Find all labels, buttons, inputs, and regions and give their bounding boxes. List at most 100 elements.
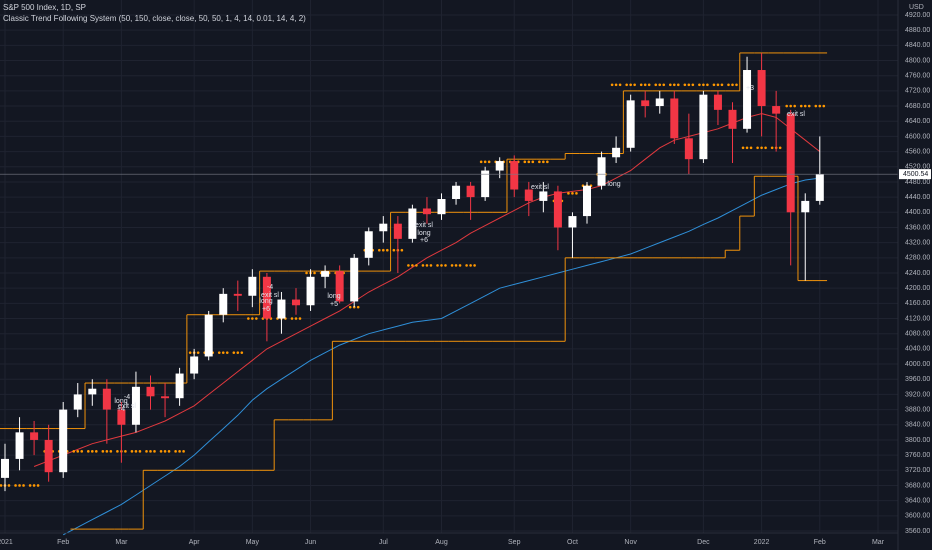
candle-body bbox=[801, 200, 810, 213]
stop-dot bbox=[174, 450, 177, 453]
stop-dot bbox=[348, 305, 352, 309]
stop-dot bbox=[91, 450, 94, 453]
stop-dot bbox=[465, 264, 468, 267]
y-tick-label: 3800.00 bbox=[905, 437, 930, 444]
stop-dot bbox=[454, 264, 458, 267]
candle-body bbox=[684, 138, 693, 160]
candle-body bbox=[699, 94, 708, 160]
stop-dot bbox=[255, 317, 258, 320]
candle-body bbox=[161, 396, 170, 399]
y-tick-label: 4040.00 bbox=[905, 346, 930, 353]
y-tick-label: 4840.00 bbox=[905, 42, 930, 49]
candle-body bbox=[583, 185, 591, 217]
candle-body bbox=[146, 386, 155, 397]
y-tick-label: 4760.00 bbox=[905, 73, 930, 80]
candle-body bbox=[481, 170, 490, 198]
stop-dot bbox=[487, 160, 491, 164]
x-tick-label: Jun bbox=[305, 539, 316, 546]
y-tick-label: 4440.00 bbox=[905, 194, 930, 201]
stop-dot bbox=[731, 83, 734, 87]
stop-dot bbox=[745, 146, 749, 150]
x-tick-label: 2022 bbox=[754, 539, 770, 546]
stop-dot bbox=[793, 104, 796, 108]
candle-body bbox=[772, 106, 781, 114]
stop-dot bbox=[673, 83, 676, 87]
y-tick-label: 4000.00 bbox=[905, 361, 930, 368]
trade-annotation: long bbox=[114, 398, 127, 405]
y-tick-label: 4560.00 bbox=[905, 148, 930, 155]
trade-annotation: +6 bbox=[420, 237, 428, 244]
candle-body bbox=[786, 113, 795, 213]
candle-body bbox=[131, 386, 140, 425]
stop-dot bbox=[785, 104, 788, 108]
trade-annotation: exit sl bbox=[261, 292, 279, 299]
stop-dot bbox=[571, 192, 574, 195]
candle-body bbox=[422, 208, 431, 215]
candle-body bbox=[466, 185, 475, 198]
candle-body bbox=[44, 439, 53, 473]
candle-body bbox=[553, 191, 562, 228]
stop-dot bbox=[479, 160, 483, 164]
stop-dot bbox=[735, 83, 738, 87]
stop-dot bbox=[629, 83, 632, 87]
stop-dot bbox=[87, 450, 90, 453]
candle-body bbox=[1, 458, 9, 478]
stop-dot bbox=[352, 305, 356, 309]
y-tick-label: 4400.00 bbox=[905, 209, 930, 216]
candle-body bbox=[190, 356, 199, 374]
candle-body bbox=[175, 373, 184, 399]
candle-body bbox=[15, 432, 24, 459]
x-tick-label: 2021 bbox=[0, 539, 13, 546]
candle-body bbox=[539, 191, 548, 201]
candle-body bbox=[408, 208, 417, 239]
candle-body bbox=[728, 109, 737, 129]
y-tick-label: 3560.00 bbox=[905, 528, 930, 535]
stop-dot bbox=[130, 450, 134, 453]
stop-dot bbox=[225, 351, 229, 354]
stop-dot bbox=[109, 450, 113, 453]
candle-body bbox=[670, 98, 679, 139]
y-tick-label: 3840.00 bbox=[905, 422, 930, 429]
trade-annotation: -4 bbox=[267, 284, 273, 291]
y-tick-label: 3640.00 bbox=[905, 497, 930, 504]
stop-dot bbox=[760, 146, 763, 150]
stop-dot bbox=[313, 271, 316, 275]
x-tick-label: Oct bbox=[567, 539, 578, 546]
stop-dot bbox=[182, 450, 185, 453]
y-tick-label: 3680.00 bbox=[905, 482, 930, 489]
stop-dot bbox=[720, 83, 724, 87]
candle-body bbox=[510, 161, 519, 190]
stop-dot bbox=[7, 484, 11, 487]
stop-dot bbox=[124, 450, 127, 453]
x-tick-label: Apr bbox=[189, 539, 201, 546]
y-tick-label: 4800.00 bbox=[905, 57, 930, 64]
stop-dot bbox=[658, 83, 662, 87]
stop-dot bbox=[770, 146, 774, 150]
y-tick-label: 4160.00 bbox=[905, 300, 930, 307]
y-tick-label: 4520.00 bbox=[905, 164, 930, 171]
candle-body bbox=[815, 174, 824, 201]
candle-body bbox=[495, 161, 504, 171]
y-tick-label: 4320.00 bbox=[905, 239, 930, 246]
y-tick-label: 4680.00 bbox=[905, 103, 930, 110]
stop-dot bbox=[662, 83, 666, 87]
stop-dot bbox=[643, 83, 647, 87]
stop-dot bbox=[382, 248, 385, 252]
stop-dot bbox=[647, 83, 651, 87]
candle-body bbox=[204, 314, 213, 357]
x-tick-label: Aug bbox=[435, 539, 448, 546]
candle-body bbox=[277, 299, 286, 319]
stop-dot bbox=[575, 192, 578, 195]
candle-body bbox=[262, 276, 271, 319]
candle-body bbox=[743, 70, 752, 129]
stop-dot bbox=[14, 484, 17, 487]
stop-dot bbox=[101, 450, 105, 453]
candle-body bbox=[292, 299, 300, 306]
indicator-label: Classic Trend Following System (50, 150,… bbox=[3, 14, 306, 23]
candle-body bbox=[757, 70, 766, 107]
x-tick-label: Jul bbox=[379, 539, 388, 546]
stop-dot bbox=[76, 450, 80, 453]
stop-dot bbox=[683, 83, 687, 87]
trade-annotation: -4 bbox=[124, 394, 130, 401]
